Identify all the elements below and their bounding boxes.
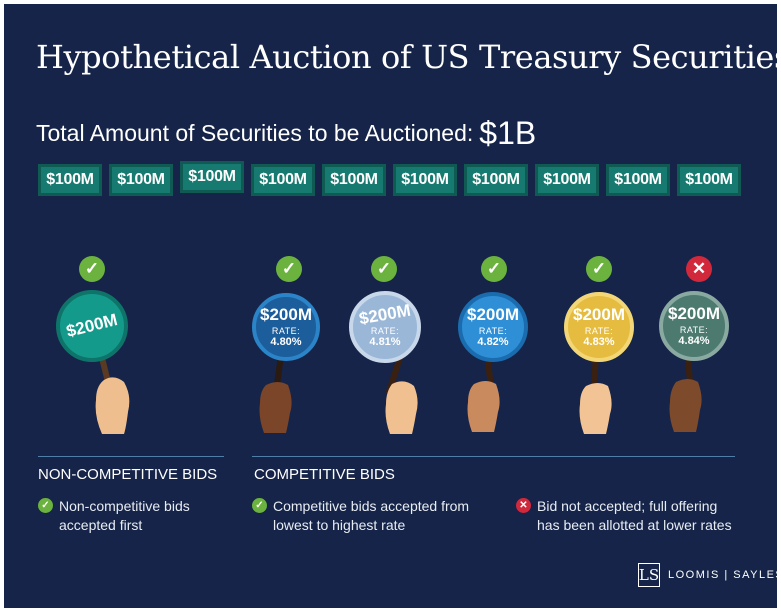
competitive-note: ✓ Competitive bids accepted from lowest … [252, 497, 502, 535]
note-line: accepted first [59, 517, 143, 533]
security-tile: $100M [109, 164, 173, 196]
x-icon: ✕ [686, 256, 712, 282]
subtitle: Total Amount of Securities to be Auction… [36, 112, 537, 151]
bid-rate: 4.83% [583, 336, 615, 348]
security-tile: $100M [393, 164, 457, 196]
note-line: Bid not accepted; full offering [537, 498, 718, 514]
bid-paddle: $200M [56, 290, 128, 362]
note-line: Competitive bids accepted from [273, 498, 470, 514]
check-icon: ✓ [276, 256, 302, 282]
security-tile: $100M [464, 164, 528, 196]
check-icon: ✓ [252, 498, 267, 513]
total-amount: $1B [479, 115, 537, 151]
logo: LS LOOMIS | SAYLES [638, 563, 781, 587]
page-title: Hypothetical Auction of US Treasury Secu… [36, 38, 781, 76]
bid-rate: 4.82% [477, 336, 509, 348]
divider [252, 456, 735, 457]
bid-paddle: $200M RATE: 4.81% [349, 291, 421, 363]
note-line: lowest to highest rate [273, 517, 406, 533]
bid-paddle: $200M RATE: 4.83% [564, 292, 634, 362]
divider [38, 456, 224, 457]
security-tile: $100M [677, 164, 741, 196]
check-icon: ✓ [38, 498, 53, 513]
rate-label: RATE: [679, 325, 709, 335]
bid-amount: $200M [668, 304, 720, 323]
bid-rate: 4.81% [369, 336, 401, 348]
check-icon: ✓ [586, 256, 612, 282]
bid-paddle: $200M RATE: 4.80% [252, 293, 320, 361]
competitive-heading: COMPETITIVE BIDS [254, 466, 395, 483]
bid-amount: $200M [467, 305, 519, 324]
security-tile: $100M [535, 164, 599, 196]
non-competitive-heading: NON-COMPETITIVE BIDS [38, 466, 218, 483]
subtitle-label: Total Amount of Securities to be Auction… [36, 120, 474, 146]
logo-name: LOOMIS | SAYLES [668, 569, 781, 581]
x-icon: ✕ [516, 498, 531, 513]
bid-amount: $200M [64, 310, 120, 342]
rate-label: RATE: [478, 326, 508, 336]
security-tile: $100M [251, 164, 315, 196]
bid-paddle: $200M RATE: 4.82% [458, 292, 528, 362]
non-competitive-note: ✓ Non-competitive bids accepted first [38, 497, 238, 535]
security-tile: $100M [322, 164, 386, 196]
bid-paddle: $200M RATE: 4.84% [659, 291, 729, 361]
security-tile: $100M [606, 164, 670, 196]
rate-label: RATE: [584, 326, 614, 336]
bid-rate: 4.80% [270, 336, 302, 348]
note-line: Non-competitive bids [59, 498, 190, 514]
logo-mark: LS [638, 563, 660, 587]
check-icon: ✓ [371, 256, 397, 282]
bid-amount: $200M [357, 300, 413, 329]
bid-amount: $200M [260, 305, 312, 324]
check-icon: ✓ [79, 256, 105, 282]
rate-label: RATE: [271, 326, 301, 336]
security-tile: $100M [180, 161, 244, 193]
security-tile: $100M [38, 164, 102, 196]
bid-rate: 4.84% [678, 335, 710, 347]
check-icon: ✓ [481, 256, 507, 282]
bid-amount: $200M [573, 305, 625, 324]
rate-label: RATE: [370, 326, 400, 336]
note-line: has been allotted at lower rates [537, 517, 732, 533]
rejected-note: ✕ Bid not accepted; full offering has be… [516, 497, 756, 535]
